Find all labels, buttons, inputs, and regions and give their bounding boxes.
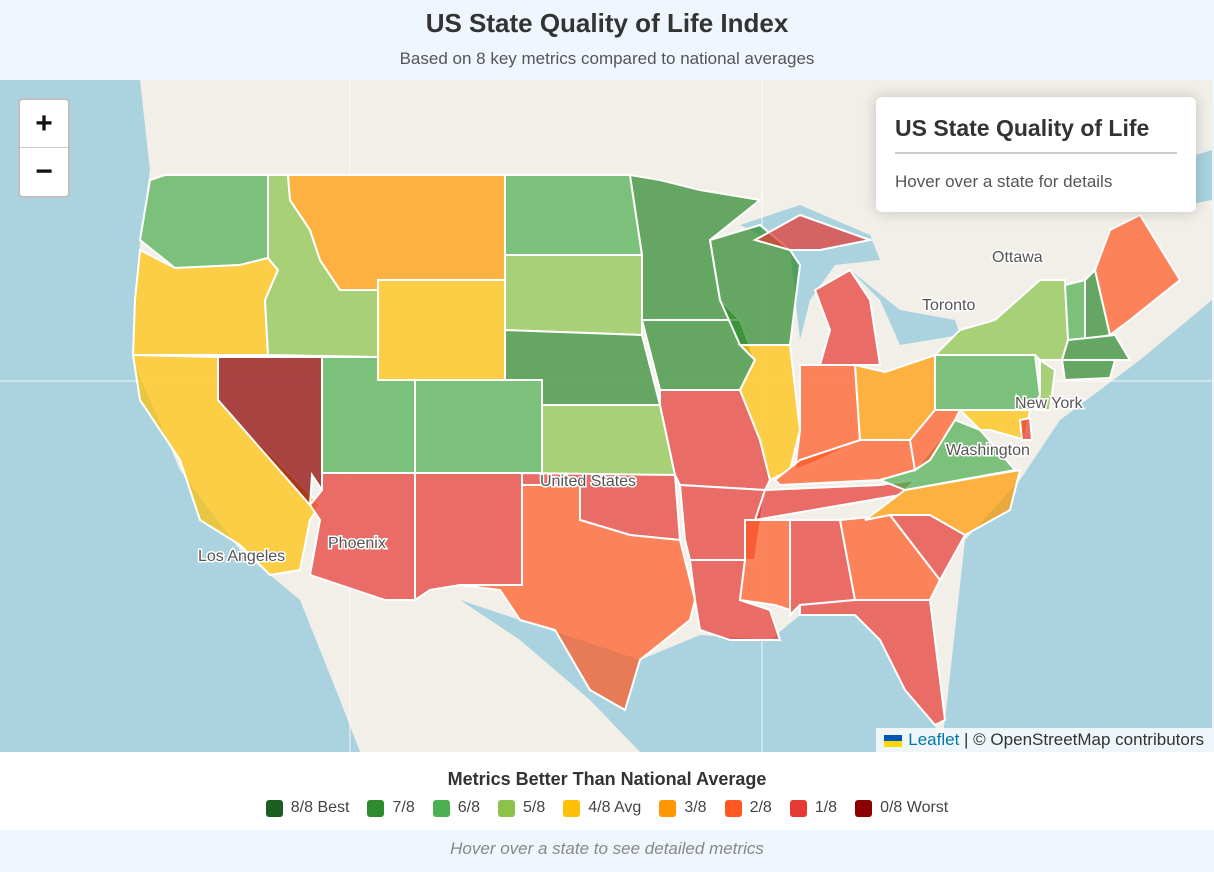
label-los-angeles: Los Angeles — [198, 548, 285, 565]
state-vt[interactable] — [1063, 278, 1086, 341]
legend-label: 6/8 — [457, 799, 480, 816]
map-svg[interactable]: Ottawa Toronto New York Washington Los A… — [0, 80, 1212, 752]
page-header: US State Quality of Life Index Based on … — [0, 0, 1214, 80]
legend: Metrics Better Than National Average 8/8… — [0, 752, 1214, 830]
legend-item: 5/8 — [497, 799, 546, 817]
state-il[interactable] — [737, 344, 802, 482]
legend-swatch — [855, 799, 873, 817]
state-tx[interactable] — [459, 484, 697, 712]
state-co[interactable] — [414, 379, 543, 474]
legend-swatch — [497, 799, 515, 817]
legend-swatch — [659, 799, 677, 817]
state-md[interactable] — [957, 409, 1032, 442]
map-container[interactable]: Ottawa Toronto New York Washington Los A… — [0, 80, 1212, 752]
info-text: Hover over a state for details — [895, 172, 1113, 191]
page-subtitle: Based on 8 key metrics compared to natio… — [399, 49, 815, 68]
legend-swatch — [367, 799, 385, 817]
legend-swatch — [265, 799, 283, 817]
legend-label: 3/8 — [684, 799, 707, 816]
state-ma[interactable] — [1060, 333, 1132, 361]
state-sd[interactable] — [504, 254, 643, 337]
legend-label: 1/8 — [814, 799, 838, 816]
info-title: US State Quality of Life — [895, 115, 1177, 154]
attribution: Leaflet | © OpenStreetMap contributors — [876, 728, 1212, 752]
legend-label: 7/8 — [392, 799, 415, 816]
state-me[interactable] — [1093, 213, 1182, 337]
state-wy[interactable] — [377, 279, 506, 381]
legend-items: 8/8 Best 7/8 6/8 5/8 4/8 Avg 3/8 2/8 1/8 0/8 Wor… — [0, 799, 1214, 817]
osm-attribution: | © OpenStreetMap contributors — [964, 730, 1204, 749]
legend-swatch — [563, 799, 581, 817]
legend-label: 2/8 — [749, 799, 772, 816]
legend-swatch — [789, 799, 807, 817]
state-ms[interactable] — [738, 519, 791, 612]
legend-item: 2/8 — [724, 799, 772, 817]
label-toronto: Toronto — [922, 297, 975, 314]
info-panel: US State Quality of Life Hover over a st… — [876, 97, 1196, 212]
legend-item: 3/8 — [659, 799, 707, 817]
legend-item: 8/8 Best — [265, 799, 350, 817]
label-ottawa: Ottawa — [992, 249, 1043, 266]
legend-swatch — [432, 799, 450, 817]
legend-label: 0/8 Worst — [880, 799, 949, 816]
label-phoenix: Phoenix — [328, 535, 386, 552]
city-labels: Ottawa Toronto New York Washington Los A… — [197, 248, 1086, 567]
leaflet-link[interactable]: Leaflet — [908, 730, 960, 749]
state-layer[interactable] — [131, 173, 1182, 727]
state-nd[interactable] — [504, 174, 644, 256]
zoom-out-button[interactable]: − — [35, 155, 53, 188]
legend-title: Metrics Better Than National Average — [447, 769, 767, 789]
label-united-states: United States — [540, 473, 636, 490]
state-wi[interactable] — [708, 223, 802, 346]
legend-item: 7/8 — [367, 799, 415, 817]
legend-label: 5/8 — [522, 799, 546, 816]
state-mi[interactable] — [752, 213, 882, 366]
zoom-in-button[interactable]: + — [20, 100, 68, 148]
legend-label: 4/8 Avg — [588, 799, 642, 816]
page-title: US State Quality of Life Index — [425, 8, 789, 38]
label-new-york: New York — [1015, 395, 1084, 412]
state-nm[interactable] — [414, 472, 523, 602]
state-de[interactable] — [1018, 416, 1034, 441]
state-nj[interactable] — [1033, 358, 1057, 411]
legend-swatch — [724, 799, 742, 817]
footer-hint: Hover over a state to see detailed metri… — [450, 839, 764, 858]
legend-item: 1/8 — [789, 799, 838, 817]
state-ks[interactable] — [541, 404, 677, 476]
legend-item: 6/8 — [432, 799, 480, 817]
state-wa[interactable] — [138, 174, 269, 270]
state-fl[interactable] — [799, 599, 947, 727]
state-nc[interactable] — [864, 468, 1022, 537]
state-or[interactable] — [131, 248, 280, 356]
legend-item: 4/8 Avg — [563, 799, 641, 817]
legend-label: 8/8 Best — [290, 799, 350, 816]
zoom-control: + − — [18, 98, 70, 198]
state-ct[interactable] — [1060, 359, 1117, 382]
legend-item: 0/8 Worst — [855, 799, 948, 817]
label-washington: Washington — [946, 442, 1030, 459]
ukraine-flag-icon — [884, 734, 903, 747]
